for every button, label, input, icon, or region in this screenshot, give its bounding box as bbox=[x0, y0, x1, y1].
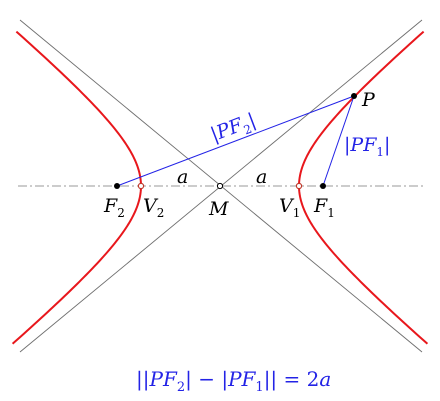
label-p: P bbox=[361, 89, 376, 111]
vertex-v2 bbox=[137, 182, 145, 190]
focus-f1 bbox=[320, 183, 326, 189]
label-f2: F2 bbox=[103, 195, 125, 220]
label-a-right: a bbox=[256, 166, 267, 188]
label-f1: F1 bbox=[313, 195, 335, 220]
hyperbola-right-branch bbox=[297, 30, 429, 345]
point-p bbox=[351, 93, 357, 99]
label-a-left: a bbox=[177, 166, 188, 188]
label-pf1: |PF1| bbox=[344, 134, 390, 159]
label-pf2: |PF2| bbox=[208, 109, 260, 149]
formula-difference-of-distances: ||PF2| − |PF1|| = 2a bbox=[136, 367, 331, 395]
focus-f2 bbox=[114, 183, 120, 189]
segment-pf1 bbox=[322, 95, 355, 187]
label-m: M bbox=[208, 198, 229, 220]
vertex-v1 bbox=[295, 182, 303, 190]
label-v2: V2 bbox=[143, 195, 164, 220]
label-v1: V1 bbox=[279, 195, 300, 220]
hyperbola-left-branch bbox=[11, 30, 143, 345]
segment-pf2 bbox=[116, 95, 355, 187]
center-m bbox=[216, 182, 224, 190]
